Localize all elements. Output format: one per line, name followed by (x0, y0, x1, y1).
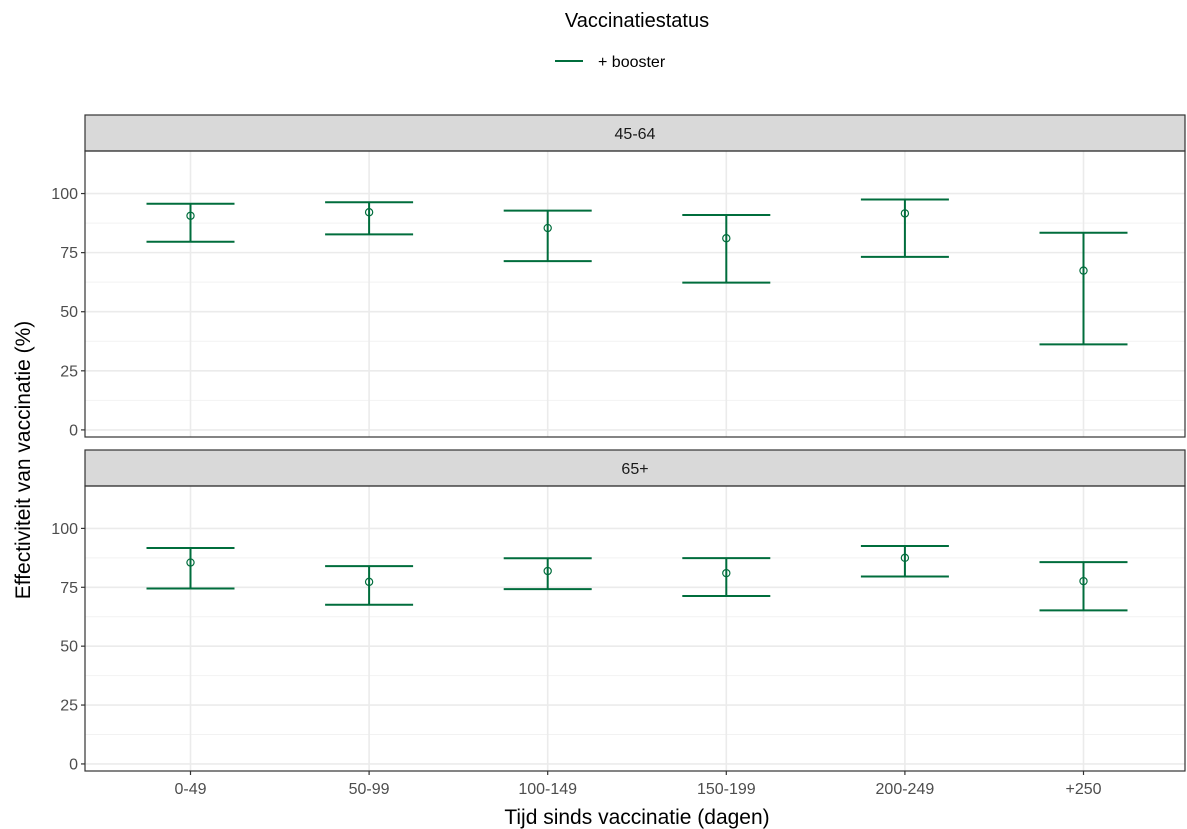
point-estimate (722, 568, 731, 578)
panel-45-64: 0 25 50 75 100 45-64 (51, 114, 1186, 439)
y-axis-title: Effectiviteit van vaccinatie (%) (12, 321, 35, 600)
panel-background (85, 151, 1185, 437)
point-estimate (1079, 576, 1088, 586)
x-tick-label: 200-249 (876, 781, 935, 798)
panels: 0 25 50 75 100 45-64 0 25 50 75 100 65+ (51, 114, 1186, 773)
strip-label: 45-64 (615, 126, 656, 143)
errorbar-50-99 (325, 201, 414, 236)
point-estimate (900, 553, 910, 563)
errorbar-100-149 (503, 557, 592, 591)
y-tick-label: 75 (60, 580, 78, 597)
errorbar-150-199 (682, 214, 771, 284)
y-tick-label: 50 (60, 304, 78, 321)
panel-border (84, 150, 1186, 438)
y-tick-label: 100 (51, 521, 78, 538)
legend-title: Vaccinatiestatus (565, 10, 709, 32)
errorbar-+250 (1039, 231, 1128, 346)
y-tick-label: 25 (60, 363, 78, 380)
panel-border (84, 485, 1186, 772)
strip-label: 65+ (621, 461, 648, 478)
point-estimate (900, 209, 910, 218)
point-estimate (1079, 266, 1088, 275)
point-estimate (543, 566, 552, 576)
point-estimate (186, 211, 195, 220)
legend: Vaccinatiestatus + booster (555, 10, 709, 71)
y-tick-label: 0 (69, 756, 78, 773)
point-estimate (722, 234, 731, 243)
x-tick-label: 150-199 (697, 781, 756, 798)
y-tick-label: 100 (51, 186, 78, 203)
x-axis-ticks: 0-49 50-99 100-149 150-199 200-249 +250 (174, 771, 1102, 798)
errorbar-+250 (1039, 561, 1128, 612)
strip-background (84, 114, 1186, 152)
errorbar-200-249 (860, 198, 949, 258)
errorbar-0-49 (146, 546, 235, 590)
errorbar-0-49 (146, 202, 235, 243)
y-tick-label: 25 (60, 698, 78, 715)
x-tick-label: 0-49 (174, 781, 206, 798)
strip-background (84, 449, 1186, 487)
errorbar-150-199 (682, 557, 771, 597)
x-axis-title: Tijd sinds vaccinatie (dagen) (504, 806, 769, 829)
point-estimate (364, 208, 374, 217)
point-estimate (186, 558, 195, 567)
errorbar-200-249 (860, 545, 949, 578)
x-tick-label: +250 (1065, 781, 1101, 798)
y-tick-label: 0 (69, 422, 78, 439)
panel-background (85, 486, 1185, 771)
legend-label: + booster (598, 54, 666, 71)
errorbar-100-149 (503, 209, 592, 263)
y-tick-label: 75 (60, 245, 78, 262)
x-tick-label: 50-99 (349, 781, 390, 798)
y-tick-label: 50 (60, 639, 78, 656)
point-estimate (364, 577, 374, 587)
errorbar-50-99 (325, 565, 414, 606)
panel-65+: 0 25 50 75 100 65+ (51, 449, 1186, 773)
x-tick-label: 100-149 (518, 781, 577, 798)
point-estimate (543, 223, 552, 233)
